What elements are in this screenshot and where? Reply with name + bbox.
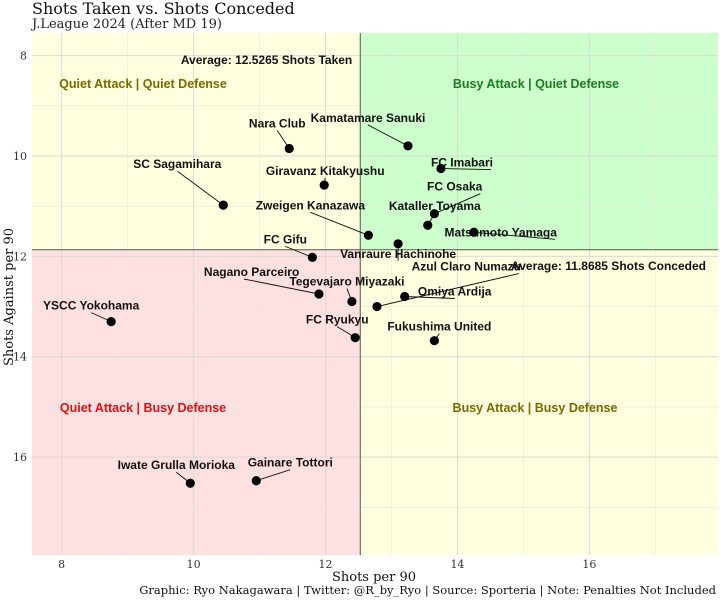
team-label: FC Osaka — [427, 180, 483, 194]
team-point — [347, 296, 357, 307]
team-point — [350, 333, 360, 343]
team-label: FC Ryukyu — [306, 313, 369, 327]
leader-line — [367, 124, 409, 147]
quadrant-label: Busy Attack | Quiet Defense — [453, 77, 619, 91]
y-tick-label: 16 — [13, 451, 27, 464]
team-label: SC Sagamihara — [133, 157, 221, 171]
leader-line — [376, 273, 520, 307]
x-axis-title: Shots per 90 — [332, 570, 416, 585]
team-label: Tegevajaro Miyazaki — [289, 275, 404, 289]
leader-line — [473, 231, 555, 240]
x-tick-label: 12 — [319, 558, 333, 571]
team-label: Fukushima United — [387, 320, 491, 334]
chart-title: Shots Taken vs. Shots Conceded — [32, 0, 295, 18]
team-label: Kamatamare Sanuki — [311, 111, 426, 125]
team-label: Nara Club — [249, 116, 306, 130]
team-label: Nagano Parceiro — [204, 265, 299, 279]
quadrant-busy-quiet — [360, 33, 718, 250]
team-point — [185, 478, 195, 488]
team-point — [469, 227, 479, 237]
chart-subtitle: J.League 2024 (After MD 19) — [32, 17, 222, 32]
team-label: Gainare Tottori — [248, 456, 333, 470]
team-label: Kataller Toyama — [389, 199, 481, 213]
x-tick-label: 14 — [450, 558, 464, 571]
leader-line — [440, 168, 491, 170]
y-tick-label: 14 — [13, 351, 27, 364]
y-axis-title: Shots Against per 90 — [2, 228, 17, 366]
team-point — [423, 220, 433, 230]
average-y-label: Average: 11.8685 Shots Conceded — [511, 259, 706, 273]
team-point — [319, 180, 329, 190]
team-point — [403, 141, 413, 151]
team-label: FC Imabari — [431, 156, 493, 170]
leader-line — [256, 469, 291, 482]
leader-line — [243, 278, 320, 295]
team-point — [314, 289, 324, 299]
team-point — [106, 317, 116, 327]
team-point — [218, 200, 228, 210]
quadrant-label: Quiet Attack | Quiet Defense — [59, 77, 227, 91]
quadrant-busy-busy — [360, 249, 718, 555]
leader-line — [404, 296, 455, 299]
x-tick-label: 8 — [58, 558, 65, 571]
team-label: YSCC Yokohama — [43, 299, 140, 313]
team-label: Matsumoto Yamaga — [444, 225, 557, 239]
team-label: Omiya Ardija — [418, 285, 492, 299]
team-point — [284, 143, 294, 154]
quadrant-label: Busy Attack | Busy Defense — [453, 401, 618, 415]
caption: Graphic: Ryo Nakagawara | Twitter: @R_by… — [139, 583, 716, 597]
team-label: Azul Claro Numazu — [412, 260, 521, 274]
leader-line — [434, 193, 481, 215]
y-tick-label: 12 — [13, 250, 27, 263]
quadrant-label: Quiet Attack | Busy Defense — [60, 401, 226, 415]
team-label: FC Gifu — [264, 232, 307, 246]
team-label: Iwate Grulla Morioka — [118, 458, 236, 472]
x-tick-label: 16 — [582, 558, 596, 571]
average-x-label: Average: 12.5265 Shots Taken — [181, 53, 352, 67]
team-label: Giravanz Kitakyushu — [266, 164, 385, 178]
team-point — [363, 230, 374, 240]
team-point — [372, 301, 382, 312]
team-point — [436, 163, 446, 174]
quadrant-quiet-quiet — [32, 33, 361, 250]
x-tick-label: 10 — [187, 558, 201, 571]
y-tick-label: 10 — [13, 150, 27, 163]
y-tick-label: 8 — [20, 50, 27, 63]
team-label: Vanraure Hachinohe — [340, 247, 456, 261]
team-point — [251, 476, 261, 486]
leader-line — [310, 211, 369, 236]
team-point — [393, 239, 403, 249]
leader-line — [285, 245, 313, 258]
quadrant-quiet-busy — [32, 249, 361, 555]
team-point — [429, 209, 439, 219]
team-point — [429, 336, 439, 346]
leader-line — [177, 170, 224, 206]
team-label: Zweigen Kanazawa — [256, 198, 366, 212]
team-point — [307, 252, 317, 262]
team-point — [400, 291, 410, 302]
